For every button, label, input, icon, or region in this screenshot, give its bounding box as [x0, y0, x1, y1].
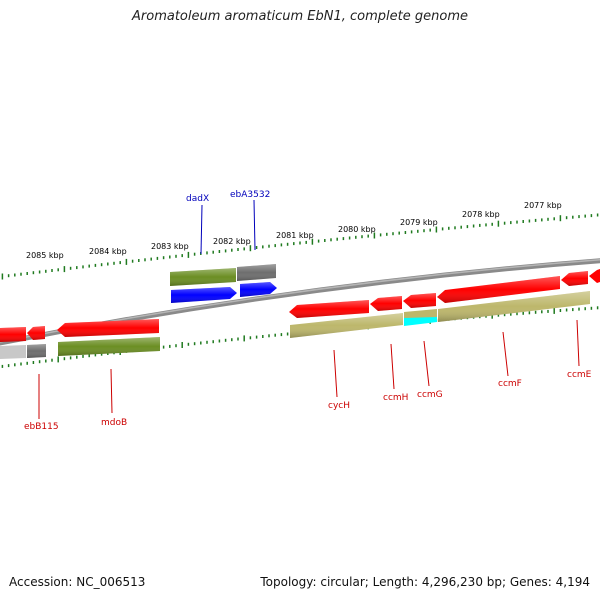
scale-label-2078: 2078 kbp — [462, 210, 500, 219]
map-title: Aromatoleum aromaticum EbN1, complete ge… — [132, 9, 468, 24]
forward-gene-labels: dadX ebA3532 — [186, 190, 270, 204]
gene-label-ccmF[interactable]: ccmF — [498, 379, 522, 389]
scale-label-2081: 2081 kbp — [276, 231, 314, 240]
outer-scale-ticks — [1, 213, 599, 280]
gene-label-dadX[interactable]: dadX — [186, 194, 209, 204]
scale-label-2079: 2079 kbp — [400, 218, 438, 227]
gene-edge-red[interactable] — [589, 269, 600, 283]
scale-label-2084: 2084 kbp — [89, 247, 127, 256]
scale-labels: 2085 kbp 2084 kbp 2083 kbp 2082 kbp 2081… — [26, 201, 562, 260]
scale-label-2077: 2077 kbp — [524, 201, 562, 210]
gene-label-ccmG[interactable]: ccmG — [417, 390, 443, 400]
scale-label-2082: 2082 kbp — [213, 237, 251, 246]
gene-label-ccmH[interactable]: ccmH — [383, 393, 408, 403]
gene-ccmH-khaki[interactable] — [404, 309, 437, 318]
scale-label-2083: 2083 kbp — [151, 242, 189, 251]
gene-label-cycH[interactable]: cycH — [328, 401, 350, 411]
reverse-gene-labels: ebB115 mdoB cycH ccmH ccmG ccmF ccmE — [24, 370, 592, 432]
gene-ebB115-lightgray[interactable] — [0, 345, 26, 359]
gene-label-ebB115[interactable]: ebB115 — [24, 422, 59, 432]
label-leader-lines — [38, 199, 580, 419]
reverse-strand-genes — [0, 269, 600, 359]
gene-label-mdoB[interactable]: mdoB — [101, 418, 127, 428]
scale-label-2080: 2080 kbp — [338, 225, 376, 234]
gene-label-ebA3532[interactable]: ebA3532 — [230, 190, 270, 200]
topology-summary: Topology: circular; Length: 4,296,230 bp… — [260, 575, 590, 589]
scale-label-2085: 2085 kbp — [26, 251, 64, 260]
gene-label-ccmE[interactable]: ccmE — [567, 370, 592, 380]
forward-strand-genes — [170, 264, 277, 303]
accession-label: Accession: NC_006513 — [9, 575, 146, 589]
